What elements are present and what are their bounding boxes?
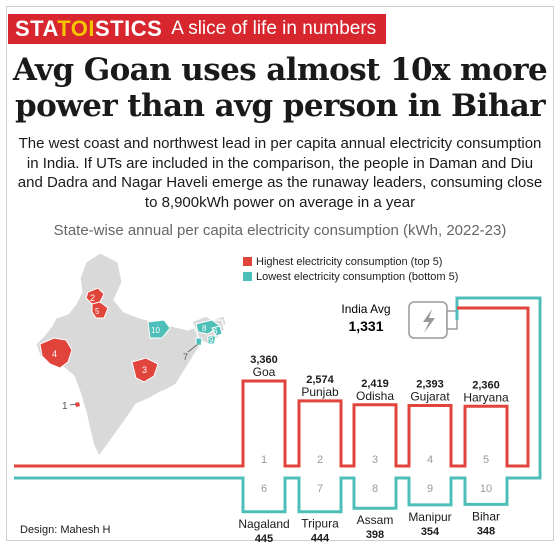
goa-leader-line	[69, 403, 77, 406]
data-label-odisha: 2,419	[361, 378, 389, 390]
data-label-nagaland: 445	[255, 533, 273, 545]
rank-label-5: 5	[483, 454, 489, 466]
category-label-gujarat: Gujarat	[410, 389, 450, 403]
data-label-goa: 3,360	[250, 354, 278, 366]
map-state-nagaland	[211, 325, 223, 337]
category-label-tripura: Tripura	[301, 517, 339, 531]
legend-label-bottom: Lowest electricity consumption (bottom 5…	[256, 271, 458, 283]
category-label-nagaland: Nagaland	[238, 517, 289, 531]
map-label-8: 8	[202, 324, 207, 333]
top5-series-line	[14, 306, 530, 468]
headline-line-2: power than avg person in Bihar	[15, 88, 546, 124]
map-label-3: 3	[142, 365, 147, 375]
rank-label-10: 10	[480, 483, 492, 495]
map-state-haryana	[91, 301, 109, 319]
design-credit: Design: Mahesh H	[20, 524, 111, 536]
tripura-leader-line	[187, 343, 199, 353]
rank-label-6: 6	[261, 483, 267, 495]
legend-swatch-bottom	[243, 272, 252, 281]
india-map-icon: 1 2 3 4 5 6 7 8 9 10	[35, 252, 227, 458]
chart-legend: Highest electricity consumption (top 5) …	[243, 256, 458, 283]
map-label-7: 7	[183, 352, 188, 362]
rank-label-3: 3	[372, 454, 378, 466]
map-label-4: 4	[52, 349, 57, 359]
map-label-5: 5	[95, 307, 100, 316]
rank-label-1: 1	[261, 454, 267, 466]
map-label-2: 2	[90, 293, 95, 303]
india-avg-value: 1,331	[348, 318, 383, 334]
category-label-assam: Assam	[357, 513, 394, 527]
category-label-odisha: Odisha	[356, 389, 394, 403]
data-label-tripura: 444	[311, 533, 330, 545]
chart-title: State-wise annual per capita electricity…	[53, 222, 507, 239]
rank-label-7: 7	[317, 483, 323, 495]
category-label-haryana: Haryana	[463, 390, 509, 404]
frame	[6, 6, 554, 541]
india-avg-label: India Avg	[341, 302, 390, 316]
dek-text: The west coast and northwest lead in per…	[17, 135, 543, 211]
data-label-manipur: 354	[421, 526, 440, 538]
banner-tagline: A slice of life in numbers	[169, 14, 387, 44]
data-label-gujarat: 2,393	[416, 378, 444, 390]
rank-label-8: 8	[372, 483, 378, 495]
data-label-assam: 398	[366, 529, 384, 541]
category-label-goa: Goa	[253, 365, 276, 379]
map-label-9: 9	[209, 336, 214, 345]
category-label-manipur: Manipur	[408, 510, 451, 524]
plug-icon	[408, 301, 458, 339]
headline: Avg Goan uses almost 10x more power than…	[0, 52, 560, 124]
map-label-6: 6	[213, 327, 218, 336]
rank-label-2: 2	[317, 454, 323, 466]
map-state-goa	[75, 402, 80, 407]
headline-line-1: Avg Goan uses almost 10x more	[12, 52, 548, 88]
data-label-bihar: 348	[477, 525, 495, 537]
category-label-punjab: Punjab	[301, 385, 339, 399]
data-label-haryana: 2,360	[472, 379, 500, 391]
map-state-odisha	[131, 357, 159, 383]
rank-label-4: 4	[427, 454, 433, 466]
rank-label-9: 9	[427, 483, 433, 495]
bottom5-series-line	[14, 296, 542, 514]
map-state-manipur	[207, 335, 217, 345]
statoistics-banner: STATOISTICS A slice of life in numbers	[8, 14, 387, 44]
legend-swatch-top	[243, 257, 252, 266]
category-label-bihar: Bihar	[472, 509, 500, 523]
legend-label-top: Highest electricity consumption (top 5)	[256, 256, 442, 268]
map-label-1: 1	[62, 401, 68, 412]
data-label-punjab: 2,574	[306, 374, 334, 386]
plug-bolt	[423, 309, 435, 333]
map-state-bihar	[147, 319, 171, 339]
map-state-gujarat	[39, 337, 73, 369]
brand-logo: STATOISTICS	[8, 14, 170, 44]
map-label-10: 10	[151, 326, 160, 335]
